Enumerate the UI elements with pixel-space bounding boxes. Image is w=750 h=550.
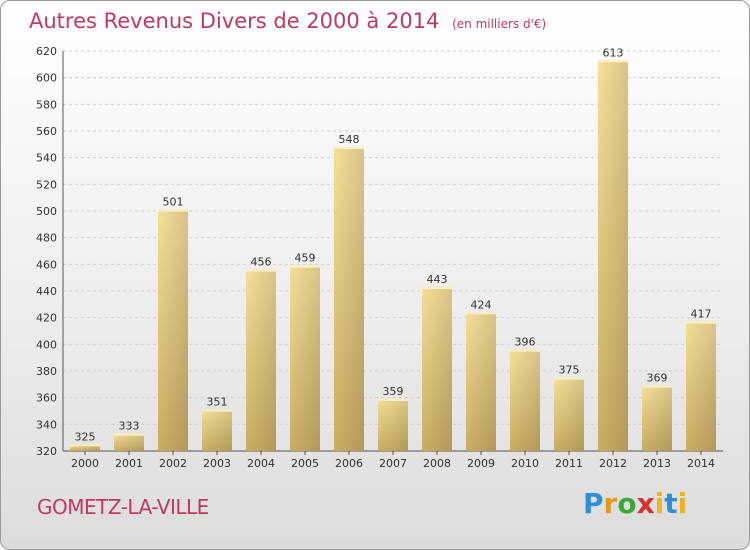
y-tick-label: 340	[36, 418, 57, 431]
value-label: 396	[515, 336, 536, 349]
proxiti-logo: Proxiti	[583, 487, 687, 520]
value-label: 375	[559, 364, 580, 377]
x-tick-label: 2007	[379, 457, 407, 470]
bar-top	[246, 269, 276, 272]
bar-shade	[598, 60, 628, 451]
bar-shade	[510, 349, 540, 451]
y-tick-labels: 320 340 360 380 400 420 440 460 480 500 520 540 560 5…	[36, 45, 57, 458]
bar-top	[642, 385, 672, 388]
logo-letter: x	[636, 487, 655, 520]
bar-shade	[378, 399, 408, 451]
y-tick-label: 520	[36, 178, 57, 191]
bar-top	[554, 377, 584, 380]
bar-shade	[466, 312, 496, 451]
value-label: 333	[119, 420, 140, 433]
value-label: 369	[647, 372, 668, 385]
x-tick-label: 2008	[423, 457, 451, 470]
value-labels: 325 333 501 351 456 459 548 359 443 424 396 375 613 3…	[75, 46, 712, 443]
x-tick-label: 2004	[247, 457, 275, 470]
y-tick-label: 460	[36, 258, 57, 271]
value-label: 351	[207, 396, 228, 409]
value-label: 424	[471, 298, 492, 311]
value-label: 417	[691, 308, 712, 321]
bar-shade	[686, 321, 716, 451]
y-tick-label: 380	[36, 365, 57, 378]
y-tick-label: 540	[36, 152, 57, 165]
bar-top	[378, 399, 408, 401]
value-label: 613	[603, 46, 624, 59]
x-tick-label: 2006	[335, 457, 363, 470]
x-tick-label: 2002	[159, 457, 187, 470]
bar-top	[422, 287, 452, 289]
bar-shade	[114, 433, 144, 451]
logo-letter: t	[664, 487, 678, 520]
x-tick-label: 2011	[555, 457, 583, 470]
bar-top	[598, 60, 628, 63]
bar-top	[290, 265, 320, 268]
bar-top	[158, 209, 188, 212]
bars	[70, 60, 716, 451]
logo-letter: i	[677, 487, 688, 520]
x-tick-label: 2000	[71, 457, 99, 470]
bar-shade	[422, 287, 452, 451]
bar-top	[510, 349, 540, 352]
bar-shade	[334, 147, 364, 451]
y-tick-label: 400	[36, 338, 57, 351]
chart-title-text: Autres Revenus Divers de 2000 à 2014	[29, 9, 440, 33]
value-label: 443	[427, 273, 448, 286]
bar-shade	[70, 444, 100, 451]
value-label: 325	[75, 430, 96, 443]
x-tick-label: 2009	[467, 457, 495, 470]
y-tick-label: 360	[36, 392, 57, 405]
x-tick-label: 2014	[687, 457, 715, 470]
y-tick-label: 580	[36, 98, 57, 111]
y-tick-label: 440	[36, 285, 57, 298]
logo-letter: r	[603, 487, 618, 520]
bar-shade	[202, 409, 232, 451]
bar-top	[70, 444, 100, 447]
x-tick-label: 2005	[291, 457, 319, 470]
x-tick-label: 2013	[643, 457, 671, 470]
value-label: 359	[383, 385, 404, 398]
bar-shade	[246, 269, 276, 451]
x-tick-label: 2003	[203, 457, 231, 470]
value-label: 456	[251, 256, 272, 269]
value-label: 459	[295, 252, 316, 265]
chart-title: Autres Revenus Divers de 2000 à 2014 (en…	[29, 9, 546, 33]
y-tick-label: 620	[36, 45, 57, 58]
town-name: GOMETZ-LA-VILLE	[37, 495, 209, 519]
y-tick-label: 420	[36, 312, 57, 325]
bar-top	[686, 321, 716, 324]
logo-letter: P	[583, 487, 604, 520]
y-tick-label: 480	[36, 232, 57, 245]
bar-top	[466, 312, 496, 315]
bar-shade	[158, 209, 188, 451]
bar-shade	[290, 265, 320, 451]
chart-subtitle: (en milliers d'€)	[452, 17, 547, 31]
bar-shade	[642, 385, 672, 451]
bar-shade	[554, 377, 584, 451]
logo-letter: o	[617, 487, 637, 520]
bar-top	[334, 147, 364, 149]
value-label: 501	[163, 196, 184, 209]
y-tick-label: 500	[36, 205, 57, 218]
y-tick-label: 320	[36, 445, 57, 458]
x-tick-label: 2001	[115, 457, 143, 470]
y-tick-label: 560	[36, 125, 57, 138]
bar-top	[114, 433, 144, 436]
value-label: 548	[339, 133, 360, 146]
bar-top	[202, 409, 232, 412]
x-tick-label: 2010	[511, 457, 539, 470]
x-tick-label: 2012	[599, 457, 627, 470]
logo-letter: i	[654, 487, 665, 520]
y-tick-label: 600	[36, 72, 57, 85]
x-tick-labels: 2000 2001 2002 2003 2004 2005 2006 2007 2008 2009…	[71, 457, 715, 470]
